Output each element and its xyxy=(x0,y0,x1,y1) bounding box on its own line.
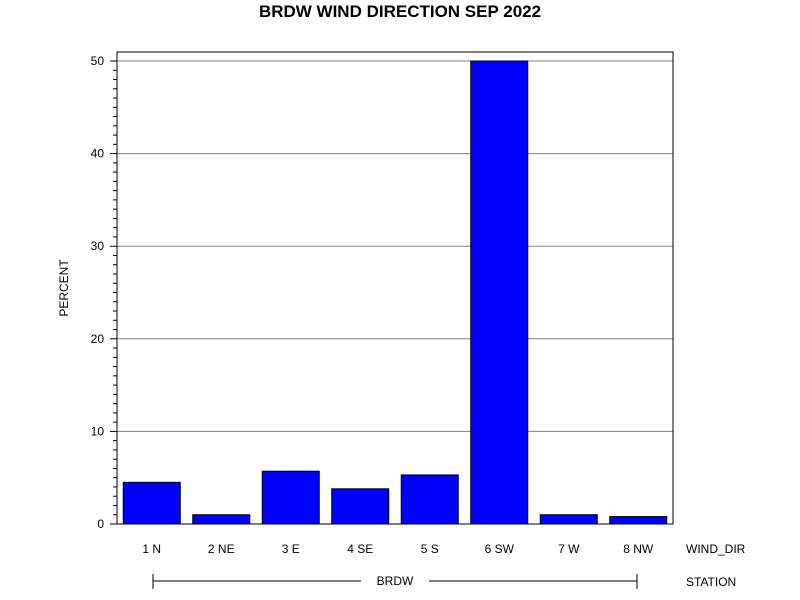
x-tick-label-3: 4 SE xyxy=(347,542,373,556)
x-tick-label-5: 6 SW xyxy=(485,542,515,556)
x-tick-label-2: 3 E xyxy=(282,542,300,556)
bars xyxy=(122,60,668,525)
y-tick-label-3: 30 xyxy=(91,239,105,253)
x-tick-label-1: 2 NE xyxy=(208,542,235,556)
bar-0 xyxy=(122,481,181,525)
x-tick-label-6: 7 W xyxy=(558,542,580,556)
y-tick-label-2: 20 xyxy=(91,332,105,346)
y-tick-label-4: 40 xyxy=(91,147,105,161)
bar-1 xyxy=(192,514,251,525)
y-axis: 0 10 20 30 40 50 xyxy=(91,54,117,531)
bar-3 xyxy=(331,488,390,525)
y-tick-label-5: 50 xyxy=(91,54,105,68)
chart-title: BRDW WIND DIRECTION SEP 2022 xyxy=(259,2,541,21)
station-group-axis: BRDW STATION xyxy=(152,574,736,589)
y-tick-label-0: 0 xyxy=(97,517,104,531)
plot-frame xyxy=(116,51,674,525)
bar-7 xyxy=(609,516,668,525)
y-tick-label-1: 10 xyxy=(91,424,105,438)
bar-2 xyxy=(261,470,320,525)
x-tick-label-4: 5 S xyxy=(421,542,439,556)
gridlines xyxy=(117,60,673,432)
bar-4 xyxy=(400,474,459,525)
y-axis-label: PERCENT xyxy=(57,259,71,317)
x-axis-tick-labels: 1 N 2 NE 3 E 4 SE 5 S 6 SW 7 W 8 NW xyxy=(142,542,654,556)
group-axis-label: STATION xyxy=(686,575,736,589)
x-axis-label: WIND_DIR xyxy=(686,542,746,556)
x-tick-label-7: 8 NW xyxy=(623,542,654,556)
bar-5 xyxy=(470,60,529,525)
bar-6 xyxy=(539,514,598,525)
x-tick-label-0: 1 N xyxy=(142,542,161,556)
group-label: BRDW xyxy=(377,574,414,588)
